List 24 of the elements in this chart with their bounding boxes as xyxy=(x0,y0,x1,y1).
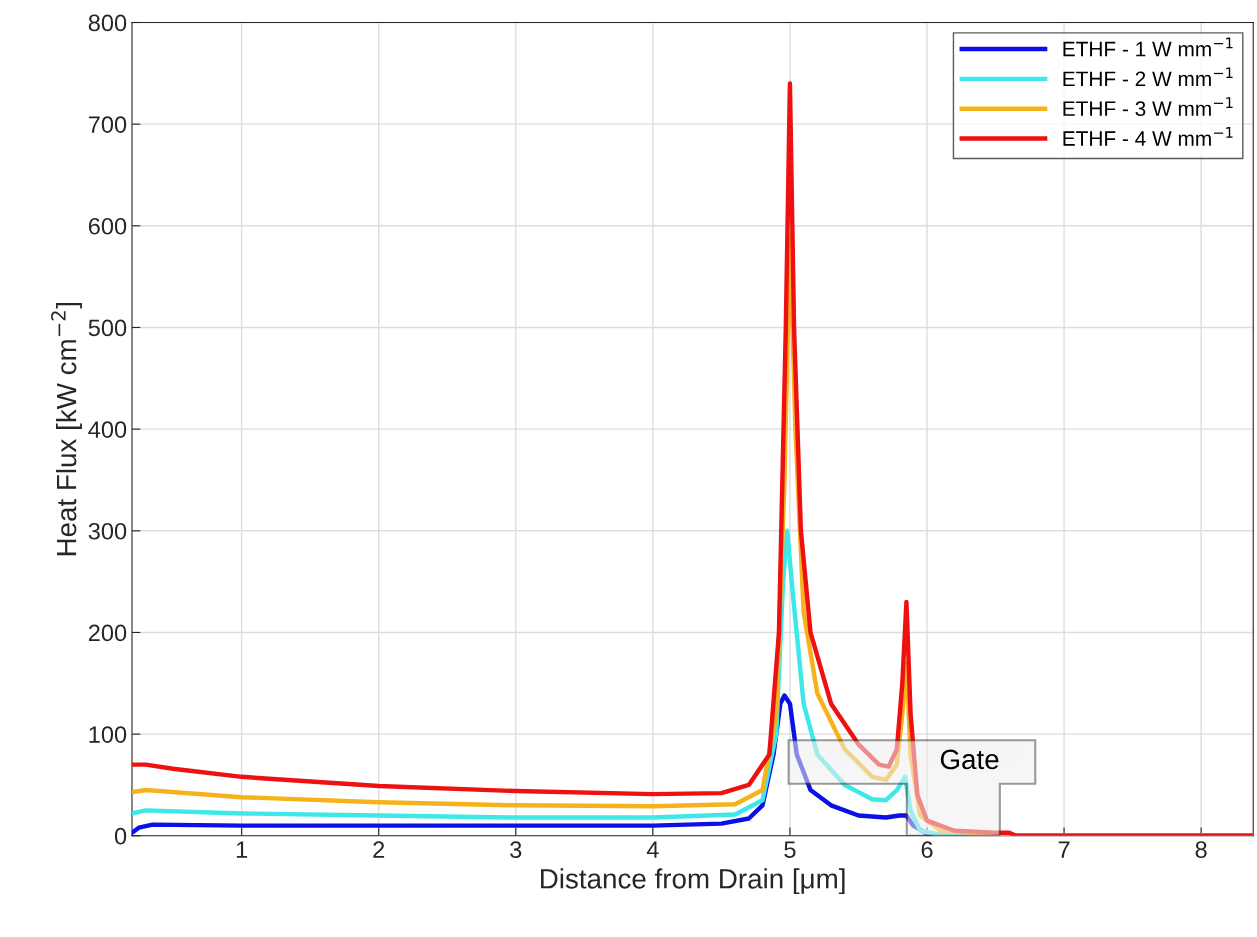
legend-label: ETHF - 2 W mm$^{−1}$ xyxy=(1063,67,1233,87)
y-tick-label: 200 xyxy=(88,624,127,642)
x-tick-label: 4 xyxy=(646,841,659,858)
x-tick-label: 2 xyxy=(373,841,385,858)
y-tick-label: 100 xyxy=(89,726,127,743)
y-tick-label: 600 xyxy=(88,217,127,235)
x-tick-label: 8 xyxy=(1195,841,1207,859)
y-tick-label: 500 xyxy=(88,319,127,337)
legend-label: ETHF - 1 W mm$^{−1}$ xyxy=(1063,37,1233,57)
y-tick-label: 400 xyxy=(88,421,127,438)
y-axis-title: Heat Flux [kW cm$^{−2}$] xyxy=(51,302,82,556)
annotation: Gate xyxy=(940,749,999,770)
y-tick-label: 700 xyxy=(88,116,127,133)
y-tick-label: 800 xyxy=(88,14,127,32)
x-tick-label: 1 xyxy=(236,841,248,858)
x-axis-title: Distance from Drain [μm] xyxy=(541,868,845,895)
legend-label: ETHF - 4 W mm$^{−1}$ xyxy=(1063,127,1233,146)
x-tick-label: 7 xyxy=(1058,841,1070,858)
x-tick-label: 5 xyxy=(784,841,796,859)
x-tick-label: 3 xyxy=(510,841,522,859)
legend-label: ETHF - 3 W mm$^{−1}$ xyxy=(1063,97,1233,117)
y-tick-label: 300 xyxy=(88,522,127,540)
x-tick-label: 6 xyxy=(921,841,933,859)
y-tick-label: 0 xyxy=(114,827,127,845)
